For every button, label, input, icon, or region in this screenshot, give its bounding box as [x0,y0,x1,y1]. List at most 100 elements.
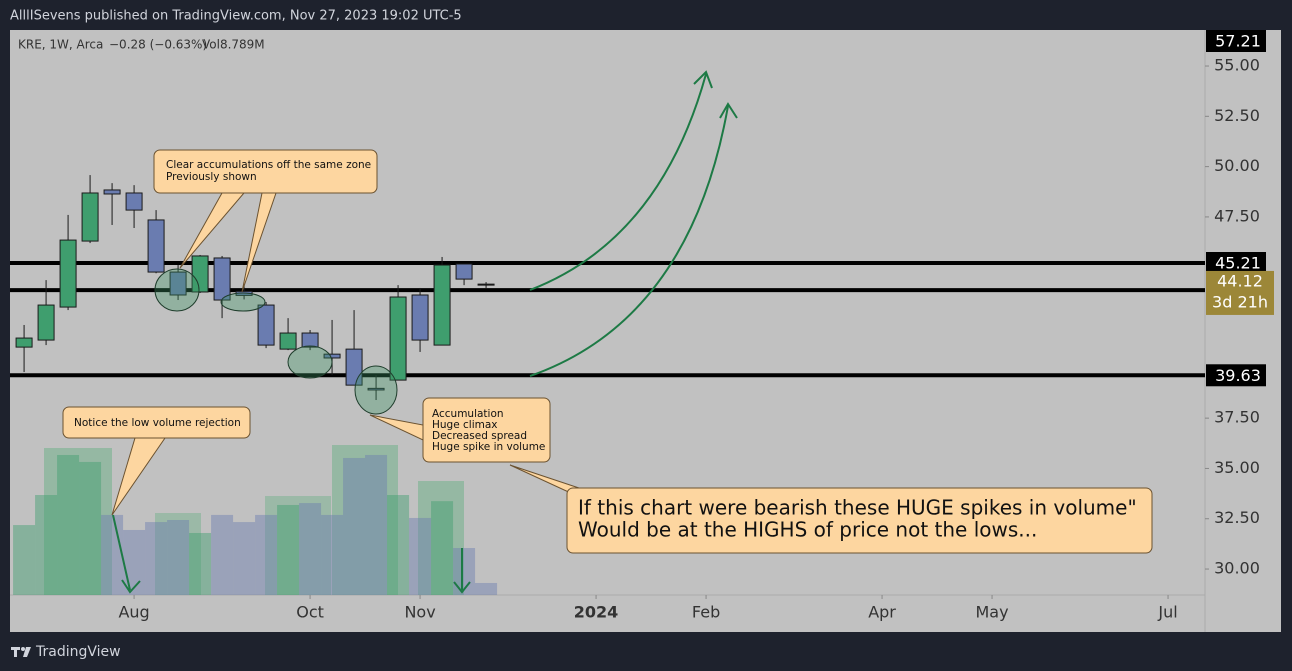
change: −0.28 (−0.63%) [109,38,207,52]
x-tick-label: Feb [692,603,720,622]
volume-bar [321,514,344,595]
price-label: 45.21 [1215,254,1261,273]
axes: 30.00 32.50 35.00 37.50 47.50 50.00 52.50 55.00… [118,30,1274,622]
volume-bar [79,461,102,595]
down-arrow [453,548,471,594]
volume-bar [387,495,410,595]
callout-texts: Clear accumulations off the same zone Pr… [74,159,1137,542]
candle-body [411,294,429,341]
legend: KRE, 1W, Arca −0.28 (−0.63%) Vol8.789M [18,38,265,52]
down-arrow [112,514,141,594]
volume-bar [101,514,124,595]
candles [15,175,495,401]
volume-bar [145,522,168,595]
callout-box [422,397,551,463]
candle-body [81,192,99,242]
circle-mark [154,268,200,312]
candle-body [125,192,143,211]
y-tick-label: 37.50 [1214,408,1260,427]
last-price-box [1206,270,1274,315]
circle-mark [220,292,266,312]
volume-bar [123,529,146,595]
note-text: Would be at the HIGHS of price not the l… [578,518,1037,542]
y-tick-label: 50.00 [1214,156,1260,175]
highlight-box [332,445,398,595]
volume-bar [343,457,366,595]
candle-body [37,304,55,341]
volume-bar [475,582,498,595]
note-text: Previously shown [166,171,257,183]
highlight-box [418,481,464,595]
candle-body [147,219,165,273]
volume-bar [189,532,212,595]
curved-arrow [529,73,707,291]
candle-body [59,239,77,308]
candle-body [15,337,33,348]
y-tick-label: 35.00 [1214,458,1260,477]
note-text: Notice the low volume rejection [74,417,241,429]
highlight-box [155,513,201,595]
candle-body [169,271,187,296]
callouts [62,149,1153,554]
volume-bar [299,503,322,595]
note-text: Clear accumulations off the same zone [166,159,371,171]
note-text: Decreased spread [432,430,527,442]
header: AlllISevens published on TradingView.com… [10,9,462,24]
volume-bar [431,501,454,595]
price-label: 57.21 [1215,32,1261,51]
volume-bar [57,454,80,595]
logo-part [14,647,17,657]
arrow-head [693,70,713,89]
logo-part [21,647,25,651]
candle-body [103,189,121,195]
x-tick-label: Oct [296,603,324,622]
candle-body [279,332,297,350]
drawings [154,268,398,415]
volume-bar [277,504,300,595]
volume-bar [211,514,234,595]
volume-bar [13,525,36,595]
highlight-box [265,496,331,595]
highlight-box [44,448,112,595]
volume-bar [255,514,278,595]
volume-label: Vol8.789M [202,38,265,52]
x-tick-label: Jul [1157,603,1177,622]
callout-box [153,149,378,194]
candle-body [433,264,451,346]
x-tick-label: Nov [404,603,435,622]
candle-body [455,263,473,280]
volume-bar [167,520,190,595]
price-label-box [1206,252,1266,275]
candle-body [213,257,231,301]
logo-part [23,647,31,657]
symbol: KRE, 1W, Arca [18,38,103,52]
candle-body [301,332,319,348]
x-tick-label: Apr [868,603,896,622]
levels [10,261,1205,378]
volume-bar [409,517,432,595]
note-text: If this chart were bearish these HUGE sp… [578,496,1137,520]
circle-mark [287,345,333,379]
candle-body [345,348,363,386]
circle-mark [354,365,398,415]
candle-body [477,283,495,286]
price-label-box [1206,364,1266,387]
volume-bar [365,454,388,595]
note-text: Huge climax [432,419,498,431]
candle-body [257,304,275,346]
curved-arrow [529,105,729,377]
candle-body [389,296,407,381]
candle-body [367,387,385,391]
y-tick-label: 32.50 [1214,508,1260,527]
candle-body [323,353,341,359]
arrows [112,70,738,594]
x-tick-label: 2024 [574,603,619,622]
x-tick-label: Aug [118,603,149,622]
note-text: Huge spike in volume [432,441,545,453]
callout-box [566,487,1153,554]
y-tick-label: 47.50 [1214,206,1260,225]
price-label-box [1206,30,1266,52]
last-price-label: 44.12 [1217,271,1263,290]
footer-logo [11,647,31,657]
